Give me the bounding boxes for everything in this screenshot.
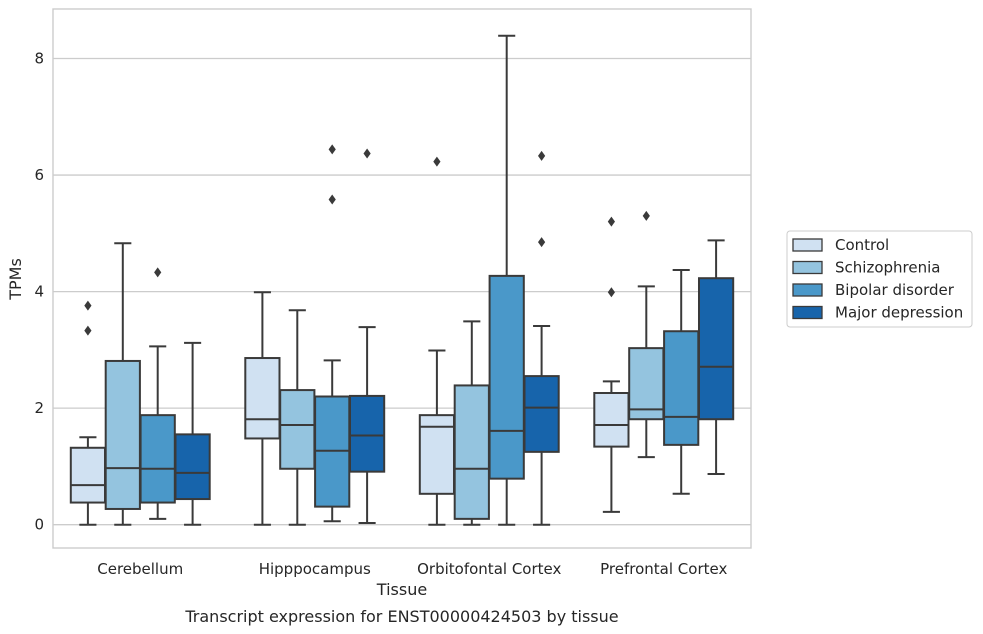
legend-swatch bbox=[792, 305, 823, 320]
legend-label: Schizophrenia bbox=[835, 259, 940, 277]
box-group bbox=[244, 144, 386, 526]
outlier-point bbox=[84, 325, 92, 336]
outlier-point bbox=[538, 237, 546, 248]
outlier-point bbox=[607, 287, 615, 298]
legend-item: Control bbox=[792, 236, 889, 254]
outlier-point bbox=[363, 148, 371, 159]
box-body bbox=[488, 274, 525, 480]
y-tick-label: 4 bbox=[34, 283, 44, 301]
outlier-point bbox=[328, 144, 336, 155]
box-major-depression bbox=[348, 148, 386, 524]
x-axis-label: Tissue bbox=[376, 580, 427, 599]
outlier-point bbox=[84, 300, 92, 311]
box-group bbox=[69, 242, 211, 526]
box-body bbox=[244, 357, 281, 440]
box-schizophrenia bbox=[104, 242, 141, 526]
y-axis-label: TPMs bbox=[6, 258, 25, 301]
box-body bbox=[418, 414, 456, 495]
x-tick-label: Hipppocampus bbox=[259, 560, 371, 578]
x-tick-label: Cerebellum bbox=[97, 560, 183, 578]
box-bipolar-disorder bbox=[663, 269, 700, 495]
legend-item: Bipolar disorder bbox=[792, 281, 955, 299]
outlier-point bbox=[433, 156, 441, 167]
box-major-depression bbox=[174, 341, 211, 526]
box-major-depression bbox=[697, 239, 735, 475]
y-tick-label: 6 bbox=[34, 166, 44, 184]
y-gridlines bbox=[53, 57, 751, 526]
box-bipolar-disorder bbox=[488, 34, 525, 526]
box-body bbox=[348, 394, 386, 473]
box-body bbox=[593, 392, 630, 448]
legend-items: Control Schizophrenia Bipolar disorder Majo… bbox=[792, 236, 963, 322]
legend-swatch bbox=[792, 238, 823, 252]
box-groups bbox=[69, 34, 735, 526]
box-schizophrenia bbox=[453, 320, 490, 526]
x-tick-label: Orbitofontal Cortex bbox=[417, 560, 561, 578]
box-schizophrenia bbox=[279, 309, 316, 526]
outlier-point bbox=[642, 210, 650, 221]
box-body bbox=[279, 389, 316, 470]
legend-swatch bbox=[792, 260, 823, 275]
outlier-point bbox=[607, 216, 615, 227]
legend-label: Major depression bbox=[835, 304, 963, 322]
box-bipolar-disorder bbox=[314, 144, 351, 523]
figure-caption: Transcript expression for ENST0000042450… bbox=[184, 607, 618, 626]
y-tick-label: 0 bbox=[34, 516, 44, 534]
legend-item: Schizophrenia bbox=[792, 259, 940, 277]
plot-frame bbox=[52, 8, 752, 549]
box-body bbox=[139, 414, 176, 504]
box-control bbox=[593, 216, 630, 513]
legend-swatch bbox=[792, 283, 823, 297]
box-body bbox=[523, 375, 560, 453]
y-tick-label: 8 bbox=[34, 50, 44, 68]
outlier-point bbox=[154, 267, 162, 278]
y-axis-ticks: 0 2 4 6 8 bbox=[34, 50, 44, 534]
legend-item: Major depression bbox=[792, 304, 963, 322]
legend-label: Control bbox=[835, 236, 889, 254]
legend-frame bbox=[786, 230, 973, 328]
box-group bbox=[418, 34, 560, 526]
box-control bbox=[244, 291, 281, 526]
legend: Control Schizophrenia Bipolar disorder Majo… bbox=[786, 230, 973, 328]
box-body bbox=[174, 433, 211, 501]
box-body bbox=[104, 359, 141, 510]
box-body bbox=[663, 330, 700, 446]
box-body bbox=[697, 277, 735, 421]
box-bipolar-disorder bbox=[139, 267, 176, 520]
box-major-depression bbox=[523, 150, 560, 526]
legend-label: Bipolar disorder bbox=[835, 281, 955, 299]
box-body bbox=[453, 384, 490, 520]
box-body bbox=[69, 446, 107, 504]
box-control bbox=[69, 300, 107, 526]
x-tick-label: Prefrontal Cortex bbox=[600, 560, 727, 578]
outlier-point bbox=[328, 194, 336, 205]
box-control bbox=[418, 156, 456, 526]
y-tick-label: 2 bbox=[34, 399, 44, 417]
x-axis-ticks: Cerebellum Hipppocampus Orbitofontal Corte… bbox=[97, 560, 727, 578]
box-group bbox=[593, 210, 735, 513]
outlier-point bbox=[538, 150, 546, 161]
